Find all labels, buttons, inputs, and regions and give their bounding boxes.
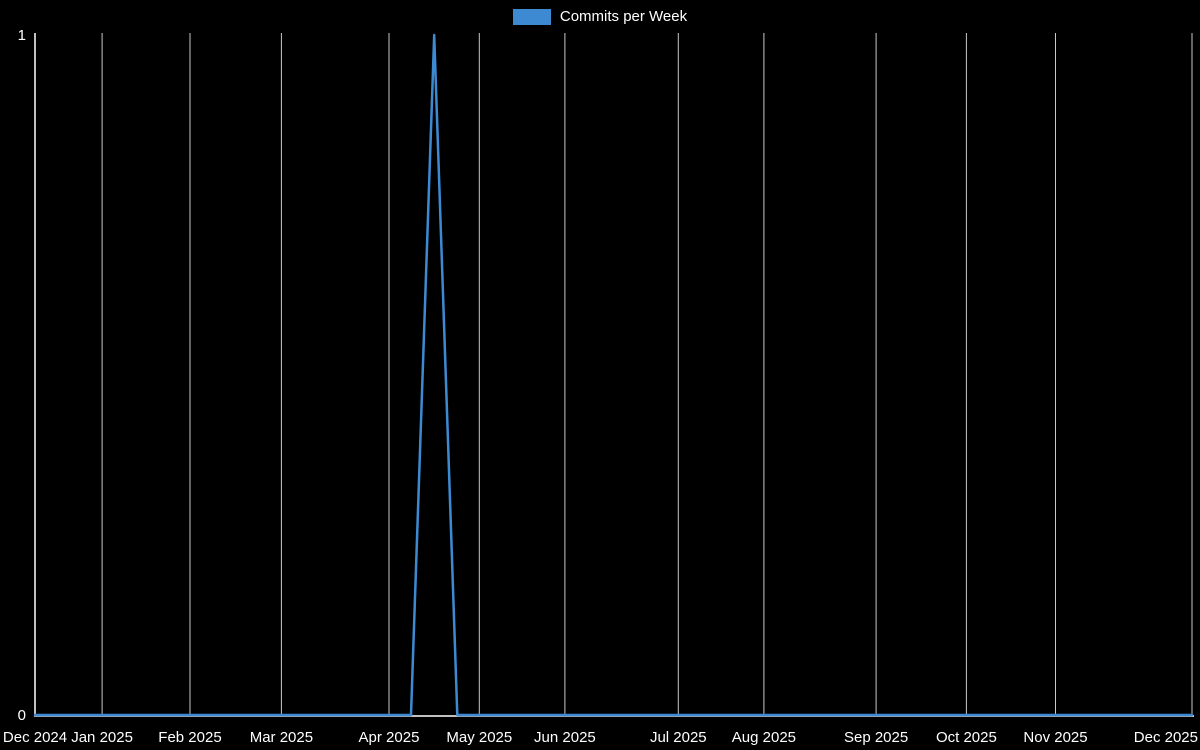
y-tick-label: 0 [18, 707, 26, 724]
x-tick-label: Oct 2025 [936, 729, 997, 746]
x-tick-label: Apr 2025 [359, 729, 420, 746]
x-tick-label: Mar 2025 [250, 729, 313, 746]
x-tick-label: Jan 2025 [71, 729, 133, 746]
y-tick-label: 1 [18, 27, 26, 44]
commits-line [33, 33, 1194, 717]
x-tick-label: Aug 2025 [732, 729, 796, 746]
x-tick-label: Jun 2025 [534, 729, 596, 746]
x-tick-label: Jul 2025 [650, 729, 707, 746]
legend-label: Commits per Week [559, 8, 688, 25]
legend-swatch [512, 9, 551, 25]
x-tick-label: Feb 2025 [158, 729, 221, 746]
x-tick-label: May 2025 [446, 729, 512, 746]
x-tick-label: Dec 2024 [3, 729, 67, 746]
x-tick-label: Sep 2025 [844, 729, 908, 746]
chart-legend[interactable]: Commits per Week [0, 8, 1200, 26]
x-tick-label: Nov 2025 [1023, 729, 1087, 746]
x-tick-label: Dec 2025 [1134, 729, 1198, 746]
